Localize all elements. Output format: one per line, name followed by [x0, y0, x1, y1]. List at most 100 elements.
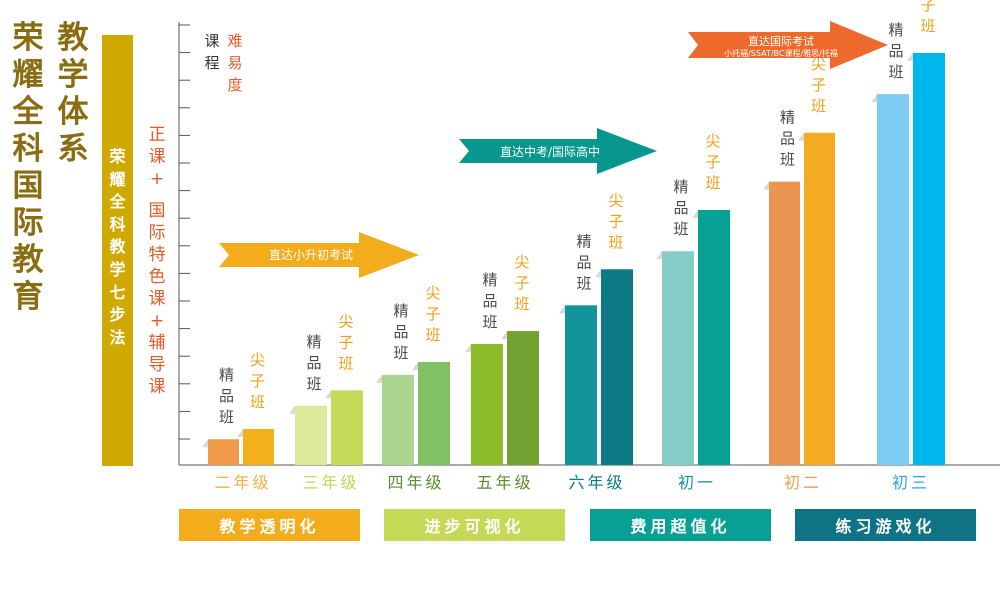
bar-label-jingpin: 班 [888, 63, 903, 81]
method-band-char: 科 [109, 214, 126, 234]
bar-jingpin [382, 374, 414, 465]
bar-label-jianzi: 班 [920, 17, 935, 35]
bar-label-jingpin: 精 [219, 366, 234, 384]
bar-label-jianzi: 子 [338, 333, 353, 351]
legend-difficulty-char: 难 [227, 32, 243, 50]
x-tick-label: 初一 [678, 473, 716, 492]
bar-jingpin [769, 181, 800, 466]
title-char: 体 [57, 94, 89, 130]
method-band-char: 法 [109, 327, 126, 347]
bar-shadow [798, 132, 804, 141]
title-column-1: 荣耀全科国际教育 [10, 20, 46, 316]
bar-jianzi [418, 361, 450, 465]
bar-label-jianzi: 班 [705, 174, 720, 192]
title-char: 系 [57, 131, 89, 167]
bar-shadow [656, 251, 662, 260]
title-char: 荣 [12, 20, 44, 56]
method-band-char: 耀 [109, 169, 126, 189]
arrow-label: 直达国际考试 [748, 34, 814, 48]
bar-shadow [465, 343, 471, 352]
bar-jianzi [698, 210, 730, 465]
feature-label: 教学透明化 [219, 517, 320, 536]
x-tick-label: 二年级 [214, 473, 271, 492]
arrow-sublabel: 小托福/SSAT/BC课程/雅思/托福 [724, 48, 838, 58]
bar-jingpin [295, 405, 327, 465]
method-band-char: 全 [109, 192, 126, 212]
method-band-char: 学 [109, 259, 126, 279]
bar-shadow [376, 374, 382, 383]
bar-jianzi [601, 269, 633, 465]
x-tick-label: 四年级 [387, 473, 444, 492]
bar-label-jianzi: 子 [608, 212, 623, 230]
feature-label: 练习游戏化 [835, 517, 936, 536]
bar-shadow [289, 405, 295, 414]
arrow-label: 直达中考/国际高中 [500, 144, 600, 159]
bar-label-jingpin: 品 [673, 199, 688, 217]
method-band-char: 教 [109, 237, 126, 257]
bar-label-jingpin: 精 [482, 271, 497, 289]
bar-label-jingpin: 班 [306, 375, 321, 393]
description-column-1: 正课 + [147, 124, 167, 190]
description-char: 正 [148, 125, 166, 145]
method-band-char: 步 [109, 305, 126, 325]
feature-box-transparent: 教学透明化 [179, 509, 360, 541]
bar-shadow [907, 52, 913, 61]
bar-shadow [692, 210, 698, 219]
method-band-text: 荣耀全科教学七步法 [102, 146, 133, 349]
bar-label-jingpin: 班 [219, 408, 234, 426]
description-char: + [149, 169, 165, 189]
bar-label-jingpin: 品 [482, 292, 497, 310]
description-char: 课 [148, 147, 166, 167]
title-char: 国 [12, 168, 44, 204]
bar-label-jianzi: 班 [338, 354, 353, 372]
bar-label-jingpin: 班 [780, 151, 795, 169]
bar-jingpin [208, 439, 239, 465]
bar-shadow [412, 361, 418, 370]
arrow-2 [459, 128, 657, 174]
bar-label-jingpin: 品 [393, 323, 408, 341]
bar-shadow [871, 94, 877, 103]
feature-label: 费用超值化 [630, 517, 731, 536]
bar-jingpin [662, 251, 694, 465]
bar-label-jianzi: 班 [425, 326, 440, 344]
bar-label-jingpin: 班 [673, 220, 688, 238]
bar-jingpin [565, 305, 597, 465]
title-char: 全 [12, 94, 44, 130]
title-char: 科 [12, 131, 44, 167]
feature-box-value: 费用超值化 [590, 509, 771, 541]
bar-label-jingpin: 班 [393, 344, 408, 362]
bar-label-jingpin: 精 [888, 21, 903, 39]
bar-label-jianzi: 尖 [425, 284, 440, 302]
method-band-char: 七 [109, 282, 126, 302]
description-char: 际 [148, 223, 166, 243]
method-band-char: 荣 [109, 147, 126, 166]
method-band [102, 35, 133, 466]
bar-shadow [237, 428, 243, 437]
bar-label-jianzi: 尖 [608, 191, 623, 209]
title-char: 际 [12, 205, 44, 241]
bar-jingpin [877, 94, 909, 466]
bar-label-jianzi: 尖 [250, 351, 265, 369]
arrow-label: 直达小升初考试 [269, 247, 353, 262]
feature-box-game: 练习游戏化 [795, 509, 976, 541]
bar-label-jingpin: 精 [780, 109, 795, 127]
bar-label-jianzi: 子 [250, 372, 265, 390]
bar-shadow [763, 181, 769, 190]
bar-label-jianzi: 子 [425, 305, 440, 323]
legend-difficulty-char: 易 [227, 54, 243, 72]
arrow-3 [688, 21, 888, 69]
bar-jianzi [507, 331, 539, 465]
legend-course-char: 程 [204, 54, 220, 72]
bar-label-jingpin: 精 [673, 178, 688, 196]
bar-label-jingpin: 品 [888, 42, 903, 60]
bar-label-jingpin: 班 [576, 274, 591, 292]
x-tick-label: 五年级 [476, 473, 533, 492]
description-char: 国 [148, 201, 166, 221]
description-char: 色 [148, 267, 166, 287]
bar-jianzi [913, 52, 945, 465]
bar-label-jingpin: 班 [482, 313, 497, 331]
bar-label-jingpin: 品 [306, 354, 321, 372]
bar-label-jianzi: 尖 [514, 253, 529, 271]
bar-label-jianzi: 班 [608, 233, 623, 251]
